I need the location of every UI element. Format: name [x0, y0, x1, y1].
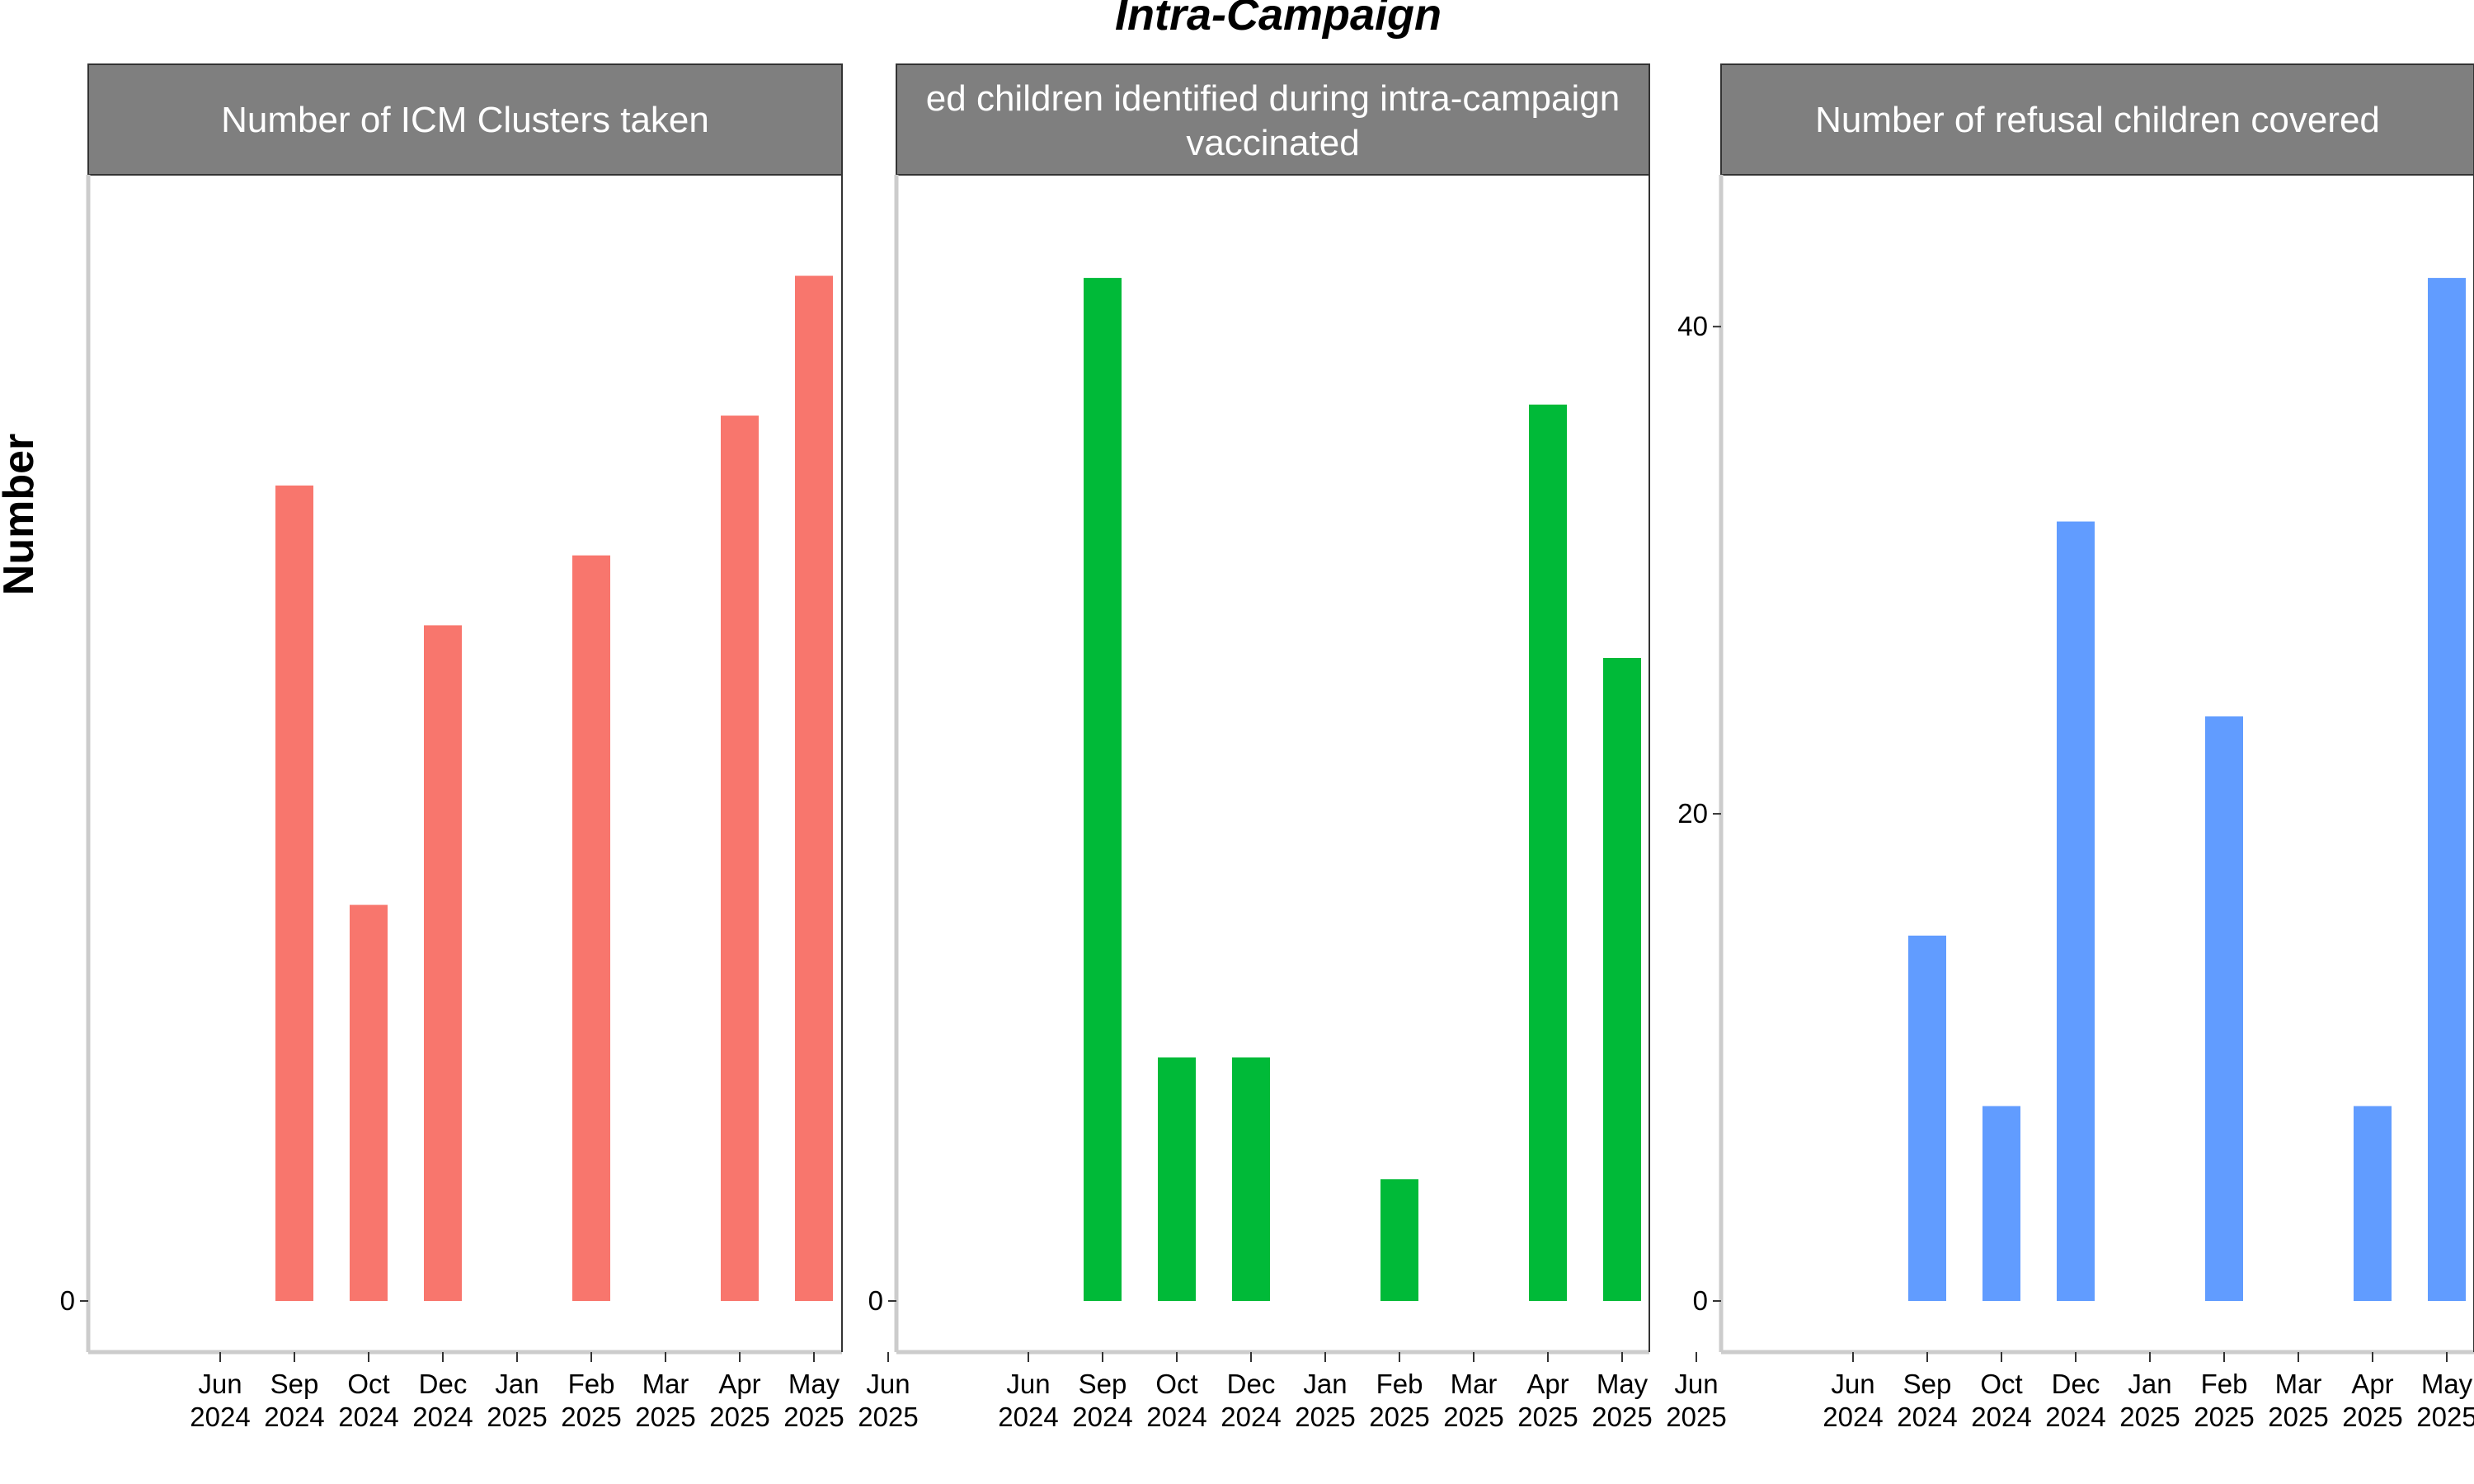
facet-panel-2: ed children identified during intra-camp…	[868, 63, 1727, 1432]
x-tick-label-year: 2025	[2342, 1402, 2402, 1432]
x-tick-label-month: Mar	[2275, 1369, 2322, 1399]
y-tick-label: 40	[1677, 311, 1708, 341]
x-tick-label-month: Apr	[2351, 1369, 2393, 1399]
strip-header	[1720, 63, 2474, 176]
x-tick-label-year: 2024	[412, 1402, 473, 1432]
x-tick-label-year: 2025	[1592, 1402, 1652, 1432]
x-tick-label-month: Jun	[866, 1369, 910, 1399]
x-tick-label-year: 2024	[1897, 1402, 1957, 1432]
x-tick-label-year: 2025	[1369, 1402, 1429, 1432]
x-tick-label-year: 2025	[1443, 1402, 1503, 1432]
x-tick-label-year: 2025	[1295, 1402, 1355, 1432]
x-tick-label-year: 2025	[2416, 1402, 2474, 1432]
bar-apr-2025	[721, 416, 759, 1302]
x-tick-label-month: Jun	[1006, 1369, 1050, 1399]
strip-title-line: Number of ICM Clusters taken	[221, 100, 709, 140]
x-tick-label-year: 2025	[2119, 1402, 2180, 1432]
x-tick-label-month: Jun	[1674, 1369, 1718, 1399]
x-tick-label-year: 2024	[1146, 1402, 1206, 1432]
facet-panel-3: Number of refusal children covered 0 20 40 J…	[1677, 63, 2474, 1432]
x-tick-label-month: Feb	[568, 1369, 615, 1399]
x-tick-label-year: 2024	[338, 1402, 398, 1432]
x-tick-label-month: Apr	[718, 1369, 760, 1399]
x-tick-label-year: 2025	[709, 1402, 769, 1432]
facet-panels: Number of ICM Clusters taken0Jun2024Sep2…	[60, 63, 2474, 1432]
x-tick-label-month: Oct	[347, 1369, 389, 1399]
strip-title-line: Number of refusal children covered	[1815, 100, 2380, 140]
x-tick-label-month: Sep	[1903, 1369, 1952, 1399]
x-tick-label-month: Sep	[1079, 1369, 1127, 1399]
strip-header	[896, 63, 1650, 176]
x-tick-label-month: Jun	[1831, 1369, 1874, 1399]
bar-sep-2024	[275, 485, 313, 1301]
x-tick-label-month: Dec	[1227, 1369, 1276, 1399]
x-tick-label-month: Apr	[1526, 1369, 1569, 1399]
bar-oct-2024	[1158, 1057, 1196, 1301]
x-tick-label-year: 2024	[1823, 1402, 1883, 1432]
x-tick-label-year: 2025	[635, 1402, 695, 1432]
x-tick-label-month: May	[1597, 1369, 1649, 1399]
x-tick-label-year: 2024	[1072, 1402, 1132, 1432]
x-tick-label-year: 2025	[2268, 1402, 2328, 1432]
bar-dec-2024	[1232, 1057, 1270, 1301]
bar-may-2025	[795, 275, 833, 1301]
x-tick-label-year: 2024	[2045, 1402, 2105, 1432]
bar-dec-2024	[2057, 521, 2095, 1301]
x-tick-label-month: Oct	[1980, 1369, 2022, 1399]
x-tick-label-year: 2025	[561, 1402, 621, 1432]
x-tick-label-year: 2024	[190, 1402, 250, 1432]
x-tick-label-year: 2025	[2194, 1402, 2254, 1432]
bar-may-2025	[2428, 278, 2466, 1301]
bar-oct-2024	[1982, 1106, 2020, 1301]
x-tick-label-year: 2025	[783, 1402, 844, 1432]
x-tick-label-month: Jan	[2128, 1369, 2171, 1399]
chart-title: Intra-Campaign	[1115, 0, 1442, 40]
bar-feb-2025	[2205, 716, 2243, 1301]
x-tick-label-month: Jun	[198, 1369, 242, 1399]
y-axis-label: Number	[0, 434, 43, 595]
x-tick-label-month: Mar	[1451, 1369, 1498, 1399]
bar-dec-2024	[424, 625, 462, 1301]
bar-sep-2024	[1908, 935, 1946, 1301]
x-tick-label-month: Mar	[642, 1369, 689, 1399]
facet-panel-1: Number of ICM Clusters taken0Jun2024Sep2…	[60, 63, 919, 1432]
x-tick-label-month: Oct	[1155, 1369, 1197, 1399]
bar-sep-2024	[1084, 278, 1122, 1301]
x-tick-label-month: Feb	[2201, 1369, 2248, 1399]
x-tick-label-month: Jan	[1303, 1369, 1347, 1399]
bar-apr-2025	[1529, 404, 1567, 1301]
x-tick-label-year: 2024	[1221, 1402, 1281, 1432]
strip-title-line: vaccinated	[1186, 123, 1359, 163]
bar-feb-2025	[1380, 1179, 1418, 1301]
x-tick-label-month: Sep	[270, 1369, 319, 1399]
x-tick-label-year: 2024	[264, 1402, 324, 1432]
x-tick-label-month: Dec	[419, 1369, 468, 1399]
strip-title-line: ed children identified during intra-camp…	[926, 78, 1620, 119]
bar-feb-2025	[572, 555, 610, 1301]
x-tick-label-month: Dec	[2052, 1369, 2100, 1399]
x-tick-label-year: 2025	[1517, 1402, 1578, 1432]
x-tick-label-month: Feb	[1376, 1369, 1423, 1399]
strip-header	[87, 63, 843, 176]
x-tick-label-year: 2025	[1666, 1402, 1726, 1432]
x-tick-label-month: May	[788, 1369, 840, 1399]
bar-may-2025	[1603, 658, 1641, 1301]
bar-oct-2024	[350, 904, 388, 1301]
x-tick-label-year: 2025	[487, 1402, 547, 1432]
x-tick-label-year: 2024	[998, 1402, 1058, 1432]
y-tick-label: 0	[60, 1285, 75, 1316]
x-tick-label-month: May	[2421, 1369, 2473, 1399]
bar-apr-2025	[2354, 1106, 2392, 1301]
x-tick-label-year: 2024	[1971, 1402, 2031, 1432]
x-tick-label-month: Jan	[495, 1369, 539, 1399]
y-tick-label: 0	[1693, 1285, 1708, 1316]
y-tick-label: 0	[868, 1285, 883, 1316]
y-tick-label: 20	[1677, 798, 1708, 829]
x-tick-label-year: 2025	[858, 1402, 918, 1432]
